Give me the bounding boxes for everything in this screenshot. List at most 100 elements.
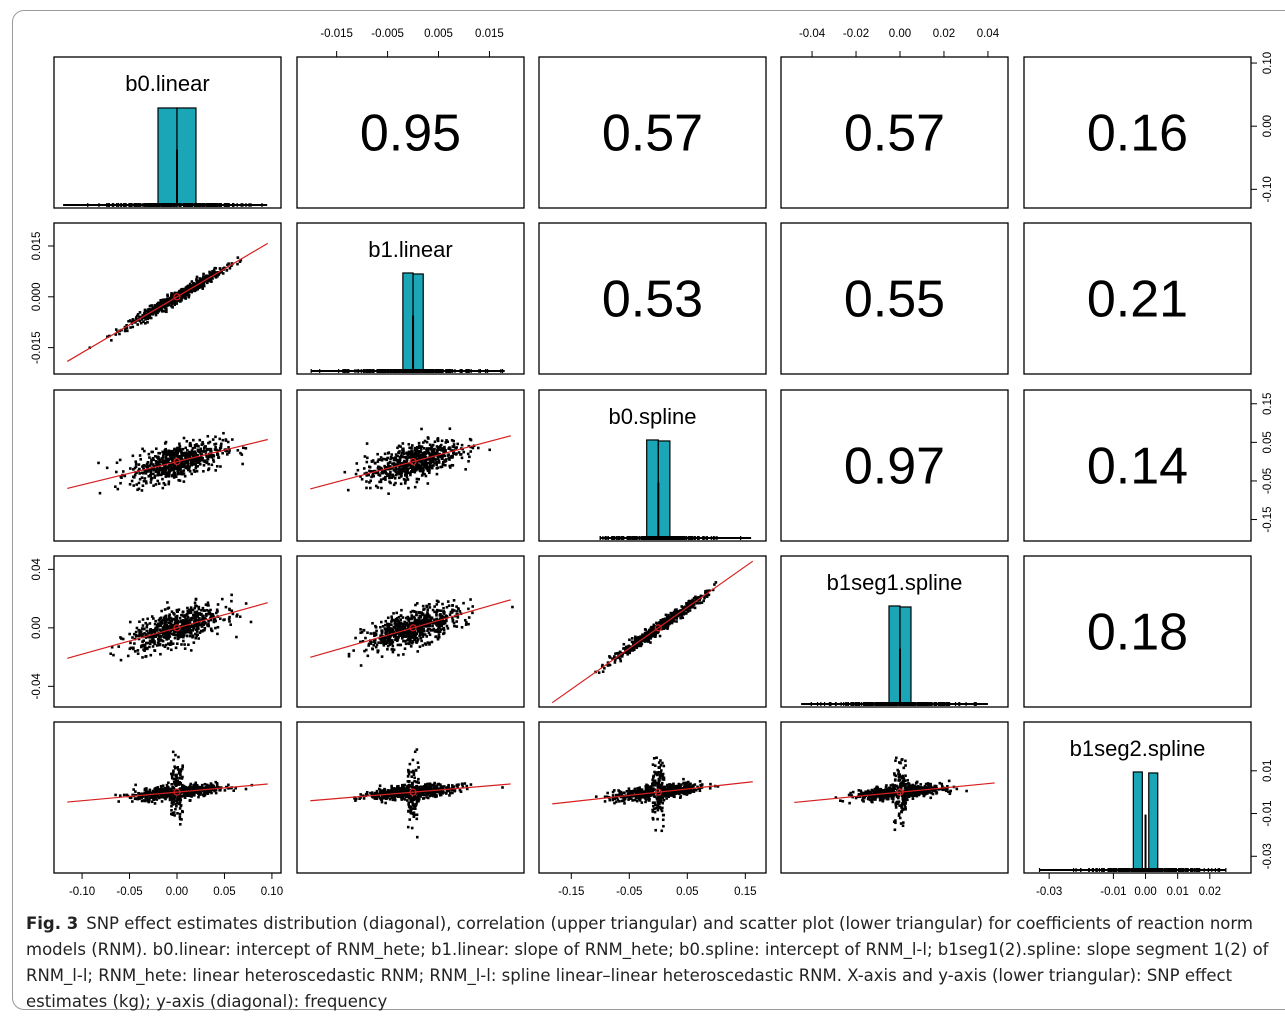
scatter-point bbox=[152, 635, 156, 639]
scatter-point bbox=[427, 603, 431, 606]
scatter-point bbox=[700, 601, 704, 604]
scatter-point bbox=[439, 448, 443, 452]
scatter-point bbox=[448, 613, 452, 616]
scatter-point bbox=[229, 623, 232, 626]
scatter-point bbox=[622, 647, 625, 650]
scatter-point bbox=[154, 633, 157, 637]
scatter-point bbox=[209, 280, 213, 283]
scatter-point bbox=[150, 458, 153, 462]
scatter-point bbox=[182, 294, 186, 297]
scatter-point bbox=[398, 625, 402, 629]
scatter-point bbox=[437, 448, 441, 451]
scatter-point bbox=[137, 628, 140, 632]
scatter-point bbox=[383, 464, 386, 468]
scatter-point bbox=[161, 456, 165, 459]
scatter-point bbox=[373, 638, 377, 642]
scatter-point bbox=[213, 448, 217, 451]
scatter-point bbox=[600, 665, 604, 668]
scatter-point bbox=[164, 306, 167, 310]
scatter-point bbox=[392, 468, 396, 472]
scatter-point bbox=[168, 300, 172, 304]
scatter-point bbox=[145, 481, 148, 485]
scatter-point bbox=[199, 447, 203, 451]
scatter-point bbox=[437, 609, 441, 612]
scatter-point bbox=[400, 462, 404, 465]
scatter-point bbox=[411, 456, 414, 460]
scatter-point bbox=[418, 633, 422, 637]
histogram-b1seg2.spline: b1seg2.spline bbox=[1038, 736, 1227, 872]
scatter-point bbox=[385, 472, 388, 475]
scatter-point bbox=[142, 644, 145, 648]
scatter-point bbox=[380, 620, 383, 624]
scatter-point bbox=[190, 608, 193, 612]
scatter-point bbox=[406, 478, 410, 481]
scatter-point bbox=[397, 468, 400, 471]
histogram-bar bbox=[888, 605, 901, 704]
scatter-point bbox=[207, 468, 210, 472]
scatter-point bbox=[413, 466, 417, 469]
scatter-point bbox=[110, 339, 113, 342]
scatter-point bbox=[156, 467, 160, 471]
scatter-point bbox=[400, 628, 403, 632]
scatter-point bbox=[145, 646, 149, 650]
scatter-point bbox=[164, 455, 168, 458]
scatter-point bbox=[230, 262, 234, 265]
scatter-point bbox=[141, 640, 144, 644]
scatter-point bbox=[158, 308, 161, 312]
scatter-point bbox=[426, 641, 430, 644]
scatter-point bbox=[194, 597, 198, 601]
panel-frame-r1-c3 bbox=[780, 222, 1009, 375]
scatter-point bbox=[451, 608, 454, 612]
scatter-point bbox=[437, 635, 441, 639]
scatter-point bbox=[177, 608, 181, 611]
scatter-point bbox=[142, 464, 145, 468]
scatter-point bbox=[422, 468, 425, 472]
scatter-point bbox=[402, 622, 406, 626]
scatter-point bbox=[201, 606, 205, 610]
scatter-point bbox=[417, 619, 421, 623]
scatter-point bbox=[407, 456, 411, 459]
scatter-point bbox=[158, 628, 162, 631]
scatter-point bbox=[379, 641, 383, 645]
scatter-point bbox=[434, 635, 437, 639]
scatter-point bbox=[655, 621, 658, 625]
scatter-point bbox=[215, 611, 218, 615]
scatter-point bbox=[204, 459, 207, 462]
scatter-point bbox=[388, 643, 392, 647]
scatter-point bbox=[404, 456, 408, 459]
scatter-point bbox=[148, 645, 151, 649]
scatter-point bbox=[136, 488, 139, 492]
scatter-point bbox=[161, 486, 165, 490]
scatter-point bbox=[377, 468, 381, 471]
scatter-point bbox=[418, 614, 421, 618]
scatter-point bbox=[423, 617, 427, 621]
scatter-point bbox=[162, 305, 166, 309]
scatter-point bbox=[164, 617, 168, 620]
scatter-point bbox=[369, 470, 373, 473]
scatter-point bbox=[195, 634, 198, 638]
scatter-point bbox=[196, 627, 200, 631]
scatter-point bbox=[105, 466, 109, 470]
scatter-point bbox=[399, 469, 402, 472]
scatter-point bbox=[169, 640, 173, 643]
scatter-point bbox=[370, 460, 374, 463]
scatter-point bbox=[192, 613, 195, 617]
scatter-point bbox=[199, 449, 203, 453]
scatter-point bbox=[360, 630, 364, 634]
scatter-point bbox=[437, 622, 441, 626]
scatter-point bbox=[155, 644, 159, 647]
scatter-point bbox=[436, 637, 440, 641]
scatter-point bbox=[197, 457, 201, 461]
scatter-point bbox=[114, 328, 118, 331]
scatter-point bbox=[420, 611, 424, 615]
scatter-point bbox=[163, 309, 167, 313]
scatter-point bbox=[202, 464, 206, 467]
scatter-point bbox=[197, 461, 201, 464]
scatter-point bbox=[121, 637, 125, 641]
scatter-point bbox=[691, 603, 695, 607]
fit-line bbox=[67, 602, 268, 659]
scatter-point bbox=[183, 647, 187, 650]
scatter-point bbox=[189, 618, 192, 621]
scatter-point bbox=[200, 612, 203, 616]
scatter-point bbox=[144, 636, 148, 639]
